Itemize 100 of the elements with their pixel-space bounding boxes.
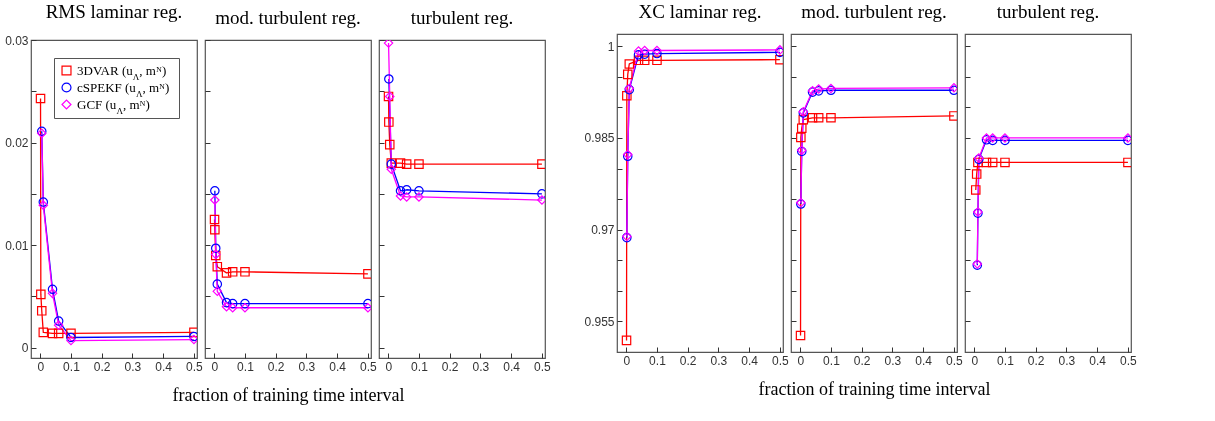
point bbox=[807, 113, 818, 123]
x-tick-label: 0.3 bbox=[124, 359, 142, 374]
point bbox=[971, 169, 982, 179]
chart-title: RMS laminar reg. bbox=[45, 1, 183, 22]
point bbox=[652, 55, 662, 66]
point bbox=[227, 302, 238, 313]
legend-label: GCF (u$_{Λ}$, mᴺ) bbox=[77, 96, 150, 116]
point bbox=[240, 302, 250, 313]
x-tick-label: 0 bbox=[211, 359, 219, 374]
x-tick-label: 0.1 bbox=[997, 353, 1015, 368]
x-tick-label: 0.2 bbox=[267, 359, 285, 374]
point bbox=[212, 261, 223, 272]
point bbox=[209, 214, 220, 225]
x-tick-label: 0.4 bbox=[915, 353, 933, 368]
y-tick-label: 0.02 bbox=[5, 136, 29, 151]
point bbox=[414, 186, 424, 196]
x-tick-label: 0.4 bbox=[329, 359, 347, 374]
x-tick-label: 0.5 bbox=[186, 359, 204, 374]
y-tick-label: 0.01 bbox=[5, 238, 29, 253]
x-tick-label: 0.5 bbox=[534, 359, 552, 374]
x-tick-label: 0.3 bbox=[1058, 353, 1076, 368]
point bbox=[53, 328, 64, 339]
x-tick-label: 0.2 bbox=[93, 359, 111, 374]
point bbox=[38, 327, 49, 338]
point bbox=[633, 55, 644, 66]
x-tick-label: 0 bbox=[971, 353, 979, 368]
point bbox=[221, 268, 232, 278]
legend-label: cSPEKF (u$_{Λ}$, mᴺ) bbox=[77, 79, 170, 99]
point bbox=[395, 158, 406, 168]
chart-title: turbulent reg. bbox=[996, 1, 1100, 22]
point bbox=[401, 192, 412, 202]
point bbox=[384, 117, 394, 127]
x-tick-label: 0.4 bbox=[741, 353, 759, 368]
point bbox=[66, 328, 76, 339]
point bbox=[414, 159, 424, 169]
point bbox=[47, 288, 58, 299]
x-tick-label: 0.4 bbox=[503, 359, 521, 374]
point bbox=[633, 46, 644, 56]
point bbox=[1000, 157, 1010, 168]
y-tick-label: 0.97 bbox=[591, 223, 615, 238]
point bbox=[395, 186, 406, 196]
point bbox=[633, 50, 644, 60]
point bbox=[47, 328, 58, 339]
point bbox=[240, 267, 250, 277]
y-tick-label: 1 bbox=[607, 39, 615, 54]
x-tick-label: 0.1 bbox=[411, 359, 429, 374]
chart-title: XC laminar reg. bbox=[638, 1, 762, 22]
x-tick-label: 0.3 bbox=[472, 359, 490, 374]
point bbox=[401, 184, 412, 195]
point bbox=[970, 185, 981, 195]
x-tick-label: 0.2 bbox=[679, 353, 697, 368]
point bbox=[210, 224, 220, 235]
point bbox=[386, 164, 397, 175]
point bbox=[395, 191, 406, 201]
x-tick-label: 0.2 bbox=[441, 359, 459, 374]
point bbox=[227, 298, 238, 309]
point bbox=[639, 45, 650, 56]
chart-title: mod. turbulent reg. bbox=[215, 6, 361, 28]
point bbox=[240, 298, 250, 309]
point bbox=[622, 69, 633, 80]
x-tick-label: 0.5 bbox=[772, 353, 790, 368]
point bbox=[826, 113, 836, 123]
point bbox=[622, 90, 632, 101]
point bbox=[383, 40, 394, 48]
point bbox=[384, 139, 395, 150]
point bbox=[987, 157, 998, 168]
x-axis-title: fraction of training time interval bbox=[758, 378, 991, 399]
point bbox=[796, 123, 807, 133]
x-tick-label: 0 bbox=[385, 359, 393, 374]
y-tick-label: 0.955 bbox=[584, 314, 615, 329]
point bbox=[401, 159, 412, 169]
point bbox=[227, 267, 238, 277]
point bbox=[212, 279, 223, 289]
point bbox=[47, 284, 58, 295]
x-tick-label: 0 bbox=[797, 353, 805, 368]
x-tick-label: 0.5 bbox=[946, 353, 964, 368]
x-tick-label: 0.3 bbox=[884, 353, 902, 368]
point bbox=[384, 74, 394, 84]
y-tick-label: 0.03 bbox=[5, 33, 29, 48]
point bbox=[53, 316, 64, 326]
point bbox=[798, 114, 809, 125]
point bbox=[221, 297, 232, 308]
chart-title: mod. turbulent reg. bbox=[801, 1, 947, 22]
point bbox=[210, 195, 220, 205]
x-axis-title: fraction of training time interval bbox=[172, 384, 405, 405]
point bbox=[981, 157, 992, 168]
x-tick-label: 0.5 bbox=[360, 359, 378, 374]
x-tick-label: 0.5 bbox=[1120, 353, 1138, 368]
x-tick-label: 0 bbox=[37, 359, 45, 374]
point bbox=[624, 59, 635, 69]
x-tick-label: 0.1 bbox=[63, 359, 81, 374]
x-tick-label: 0 bbox=[623, 353, 631, 368]
point bbox=[221, 301, 232, 312]
point bbox=[53, 320, 64, 330]
point bbox=[210, 186, 220, 196]
point bbox=[796, 132, 806, 143]
point bbox=[36, 306, 47, 316]
point bbox=[36, 289, 46, 300]
chart-title: turbulent reg. bbox=[410, 6, 514, 28]
x-tick-label: 0.4 bbox=[1089, 353, 1107, 368]
